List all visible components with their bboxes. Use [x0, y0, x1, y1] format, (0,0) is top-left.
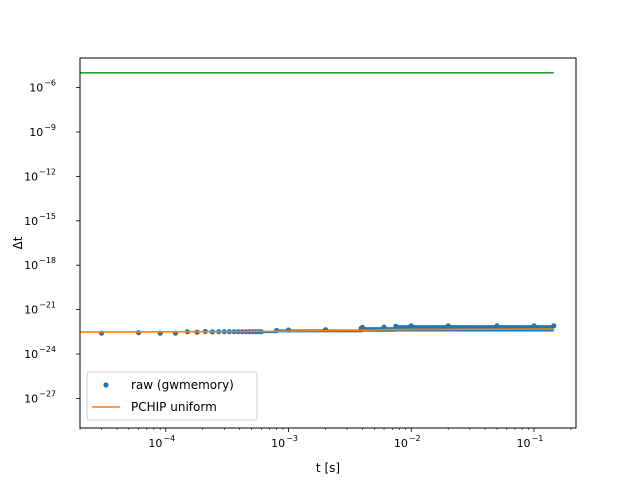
series-0-point — [551, 323, 557, 329]
legend-marker — [103, 382, 109, 388]
series-0-point — [359, 324, 365, 330]
series-0-point — [381, 324, 387, 330]
axes-frame — [79, 57, 577, 429]
legend: raw (gwmemory) PCHIP uniform — [86, 371, 258, 421]
x-tick-exponent: −1 — [532, 434, 544, 443]
y-tick-exponent: −15 — [39, 212, 56, 221]
series-1-line — [79, 328, 554, 333]
y-tick-exponent: −12 — [39, 167, 56, 176]
legend-label: PCHIP uniform — [131, 400, 217, 414]
y-tick-exponent: −9 — [44, 123, 56, 132]
y-tick-exponent: −18 — [39, 256, 56, 265]
x-tick-exponent: −3 — [286, 434, 298, 443]
y-tick-exponent: −6 — [44, 79, 56, 88]
y-tick-exponent: −27 — [39, 389, 56, 398]
y-axis-label: Δt — [11, 236, 25, 249]
series-0-point — [322, 327, 329, 333]
series-0-point — [531, 323, 537, 329]
series-0-point — [408, 323, 414, 329]
series-0-point — [494, 323, 500, 329]
y-tick-exponent: −24 — [39, 345, 56, 354]
x-tick-exponent: −2 — [409, 434, 421, 443]
series-0-point — [445, 323, 451, 329]
plot-area — [79, 72, 557, 336]
y-tick-exponent: −21 — [39, 301, 56, 310]
series-0-point — [393, 323, 399, 329]
legend-box — [86, 371, 258, 421]
x-axis-label: t [s] — [316, 461, 340, 475]
x-tick-exponent: −4 — [163, 434, 175, 443]
legend-label: raw (gwmemory) — [131, 378, 234, 392]
